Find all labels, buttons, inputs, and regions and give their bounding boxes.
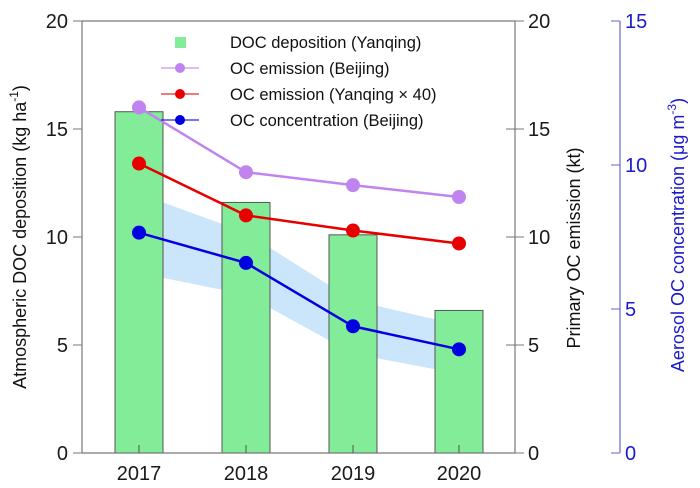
right2-tick-label: 15: [625, 11, 647, 33]
point-oc-concentration-beijing-2017: [132, 225, 146, 240]
left-tick-label: 0: [57, 443, 68, 465]
line-oc-concentration-beijing: [138, 231, 460, 351]
x-tick-label: 2019: [331, 463, 376, 485]
right1-axis-title: Primary OC emission (kt): [564, 147, 584, 348]
line-oc-emission-beijing: [138, 106, 460, 199]
legend: DOC deposition (Yanqing) OC emission (Bei…: [161, 34, 437, 130]
x-tick-label: 2020: [437, 463, 482, 485]
point-oc-concentration-beijing-2020: [452, 342, 466, 357]
right2-axis-title: Aerosol OC concentration (μg m-3): [665, 98, 688, 372]
bar-2020: [434, 309, 484, 454]
left-axis-title: Atmospheric DOC deposition (kg ha-1): [7, 85, 30, 389]
x-tick-label: 2017: [117, 463, 162, 485]
right1-tick-label: 20: [528, 11, 550, 33]
concentration-uncertainty-band: [139, 193, 459, 374]
right1-tick-label: 5: [528, 335, 539, 357]
legend-swatch-marker: [175, 89, 185, 99]
right2-tick-label: 5: [625, 299, 636, 321]
point-oc-concentration-beijing-2019: [346, 319, 360, 334]
legend-label: OC emission (Yanqing × 40): [230, 86, 437, 104]
bar-2018: [221, 201, 271, 454]
right1-tick-label: 0: [528, 443, 539, 465]
point-oc-emission-beijing-2017: [132, 100, 146, 115]
point-oc-concentration-beijing-2018: [239, 255, 253, 270]
point-oc-emission-beijing-2019: [346, 178, 360, 193]
right1-tick-label: 15: [528, 119, 550, 141]
axes-layer: 0 5 10 15 20 0 5 10 15 20 0 5 10 15 2017 2018 2019 2020: [46, 11, 648, 485]
left-tick-label: 5: [57, 335, 68, 357]
point-oc-emission-beijing-2018: [239, 165, 253, 180]
point-oc-emission-yanqing-40-2019: [346, 223, 360, 238]
bar-2019: [328, 234, 378, 454]
point-oc-emission-yanqing-40-2020: [452, 236, 466, 251]
point-oc-emission-beijing-2020: [452, 190, 466, 205]
legend-label: DOC deposition (Yanqing): [230, 34, 421, 52]
right2-tick-label: 10: [625, 155, 647, 177]
right2-tick-label: 0: [625, 443, 636, 465]
point-oc-emission-yanqing-40-2018: [239, 208, 253, 223]
left-tick-label: 20: [46, 11, 68, 33]
legend-swatch-marker: [175, 63, 185, 73]
right1-tick-label: 10: [528, 227, 550, 249]
line-oc-emission-yanqing-40: [138, 162, 460, 245]
left-tick-label: 10: [46, 227, 68, 249]
confidence-band-layer: [139, 193, 459, 374]
legend-swatch-marker: [175, 115, 185, 125]
line-layer: [132, 100, 466, 357]
legend-swatch-bar: [175, 37, 186, 48]
legend-label: OC emission (Beijing): [230, 60, 390, 78]
point-oc-emission-yanqing-40-2017: [132, 156, 146, 171]
left-tick-label: 15: [46, 119, 68, 141]
legend-label: OC concentration (Beijing): [230, 112, 424, 130]
x-tick-label: 2018: [224, 463, 269, 485]
